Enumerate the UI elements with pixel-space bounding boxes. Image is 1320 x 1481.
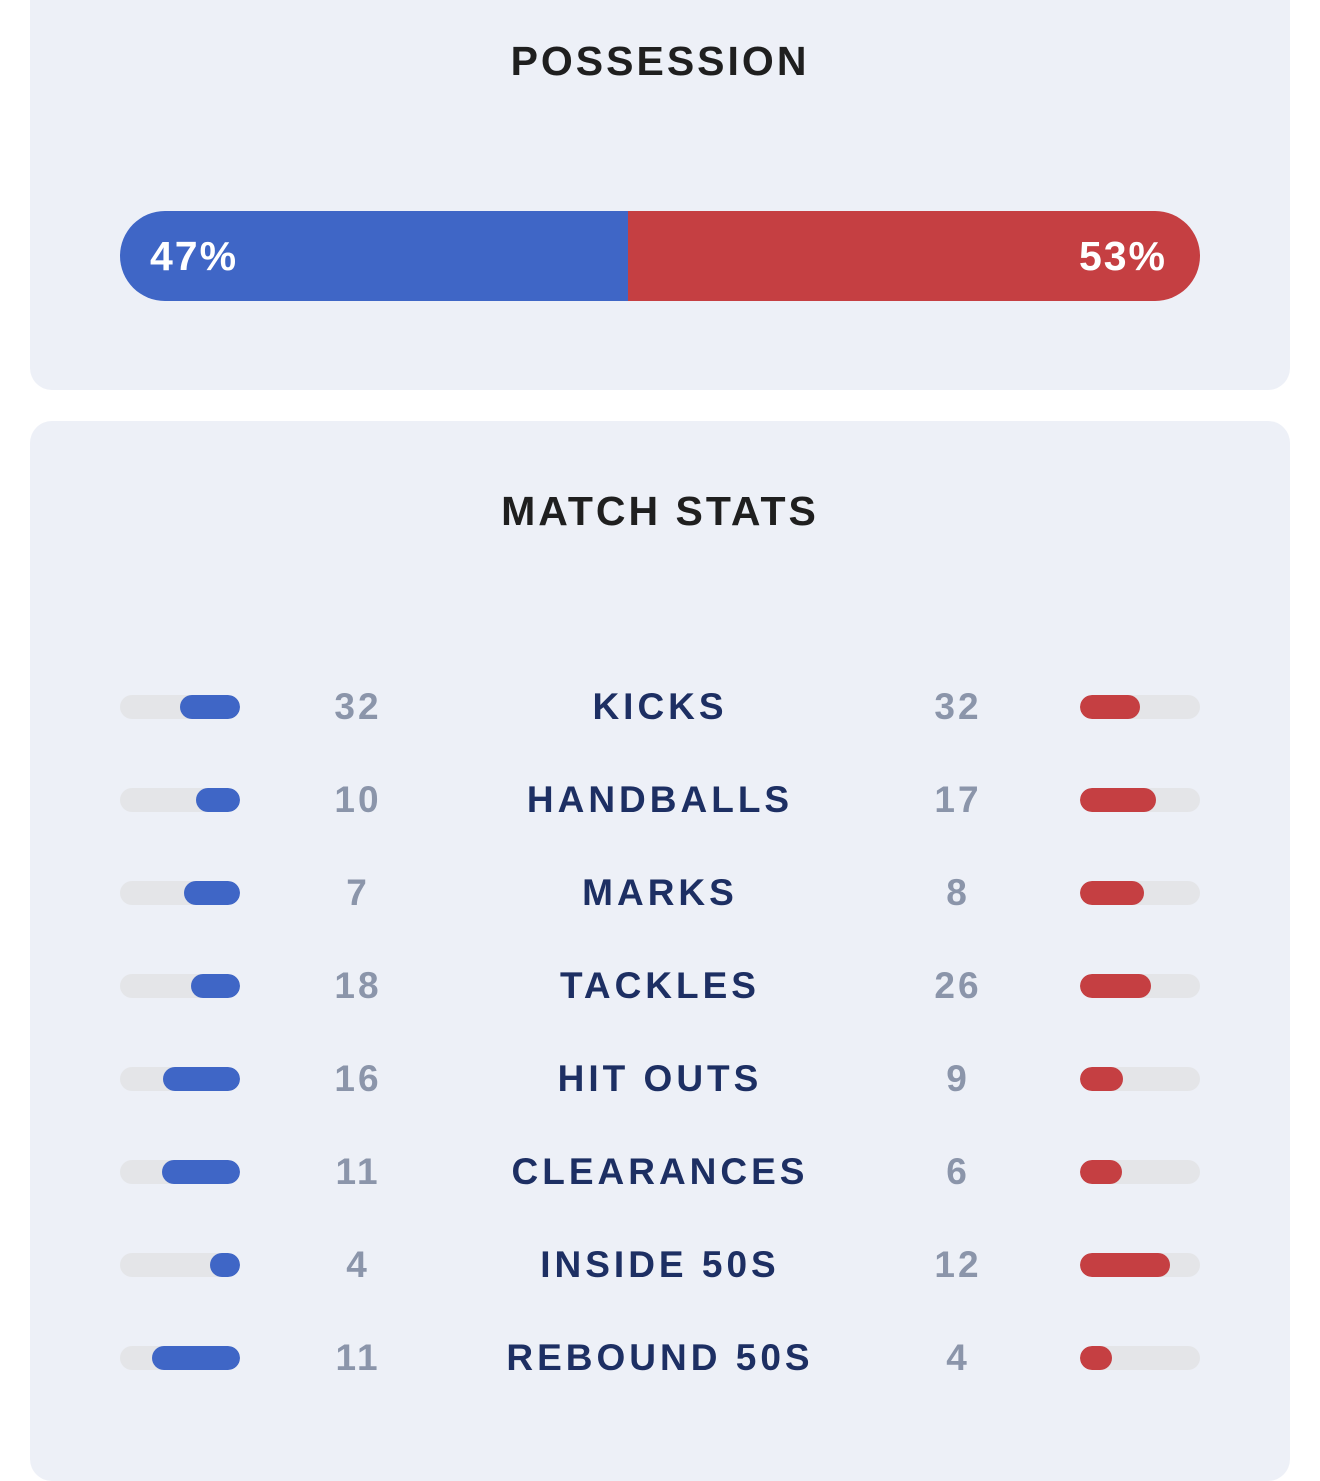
home-stat-value: 32 (334, 686, 382, 727)
stat-label: MARKS (582, 872, 738, 913)
stat-label: KICKS (592, 686, 728, 727)
away-stat-bar-fill (1080, 881, 1144, 905)
away-stat-bar (1080, 1160, 1200, 1184)
stat-label: HANDBALLS (526, 779, 794, 820)
away-stat-value: 17 (934, 779, 982, 820)
home-stat-bar (120, 974, 240, 998)
stat-row: 16 HIT OUTS 9 (30, 1049, 1290, 1109)
possession-home-segment: 47% (120, 211, 628, 301)
stat-label: TACKLES (560, 965, 760, 1006)
away-stat-bar-fill (1080, 788, 1156, 812)
away-stat-bar-fill (1080, 974, 1151, 998)
away-stat-bar (1080, 974, 1200, 998)
home-stat-bar (120, 881, 240, 905)
possession-card: POSSESSION 47% 53% (30, 0, 1290, 390)
possession-bar: 47% 53% (120, 211, 1200, 301)
stat-label: INSIDE 50S (540, 1244, 780, 1285)
stat-row: 4 INSIDE 50S 12 (30, 1235, 1290, 1295)
away-stat-bar-fill (1080, 1160, 1122, 1184)
possession-home-percent: 47% (150, 233, 239, 279)
home-stat-bar-fill (195, 788, 240, 812)
stat-row: 11 REBOUND 50S 4 (30, 1328, 1290, 1388)
home-stat-bar (120, 1253, 240, 1277)
away-stat-bar (1080, 881, 1200, 905)
home-stat-value: 11 (335, 1337, 381, 1378)
away-stat-bar-fill (1080, 1253, 1170, 1277)
stat-row: 32 KICKS 32 (30, 677, 1290, 737)
home-stat-bar-fill (163, 1067, 240, 1091)
home-stat-value: 10 (334, 779, 382, 820)
stat-row: 18 TACKLES 26 (30, 956, 1290, 1016)
away-stat-bar-fill (1080, 1067, 1124, 1091)
home-stat-bar-fill (162, 1160, 240, 1184)
away-stat-value: 32 (934, 686, 982, 727)
home-stat-value: 16 (334, 1058, 382, 1099)
home-stat-bar-fill (180, 695, 240, 719)
away-stat-bar (1080, 788, 1200, 812)
home-stat-bar (120, 788, 240, 812)
away-stat-bar (1080, 1253, 1200, 1277)
home-stat-value: 11 (335, 1151, 381, 1192)
home-stat-bar (120, 695, 240, 719)
home-stat-bar (120, 1346, 240, 1370)
possession-title: POSSESSION (510, 38, 810, 84)
match-stats-title: MATCH STATS (501, 488, 819, 534)
stat-label: CLEARANCES (511, 1151, 809, 1192)
away-stat-value: 4 (946, 1337, 970, 1378)
possession-away-segment: 53% (627, 211, 1200, 301)
home-stat-bar (120, 1067, 240, 1091)
stat-label: REBOUND 50S (506, 1337, 814, 1378)
home-stat-bar-fill (183, 881, 240, 905)
stat-label: HIT OUTS (557, 1058, 763, 1099)
away-stat-bar-fill (1080, 695, 1140, 719)
away-stat-value: 12 (934, 1244, 982, 1285)
away-stat-bar (1080, 695, 1200, 719)
home-stat-bar-fill (190, 974, 240, 998)
match-stats-card: MATCH STATS 32 KICKS 32 10 HANDBALLS 17 7 MARKS… (30, 421, 1290, 1481)
home-stat-bar (120, 1160, 240, 1184)
home-stat-value: 4 (346, 1244, 370, 1285)
away-stat-value: 9 (946, 1058, 970, 1099)
home-stat-bar-fill (152, 1346, 240, 1370)
away-stat-value: 8 (946, 872, 970, 913)
stat-row: 7 MARKS 8 (30, 863, 1290, 923)
away-stat-bar (1080, 1067, 1200, 1091)
away-stat-value: 26 (934, 965, 982, 1006)
stat-row: 10 HANDBALLS 17 (30, 770, 1290, 830)
stat-row: 11 CLEARANCES 6 (30, 1142, 1290, 1202)
away-stat-bar-fill (1080, 1346, 1113, 1370)
home-stat-value: 18 (334, 965, 382, 1006)
away-stat-bar (1080, 1346, 1200, 1370)
away-stat-value: 6 (946, 1151, 970, 1192)
home-stat-value: 7 (346, 872, 370, 913)
home-stat-bar-fill (210, 1253, 240, 1277)
possession-away-percent: 53% (1078, 233, 1167, 279)
